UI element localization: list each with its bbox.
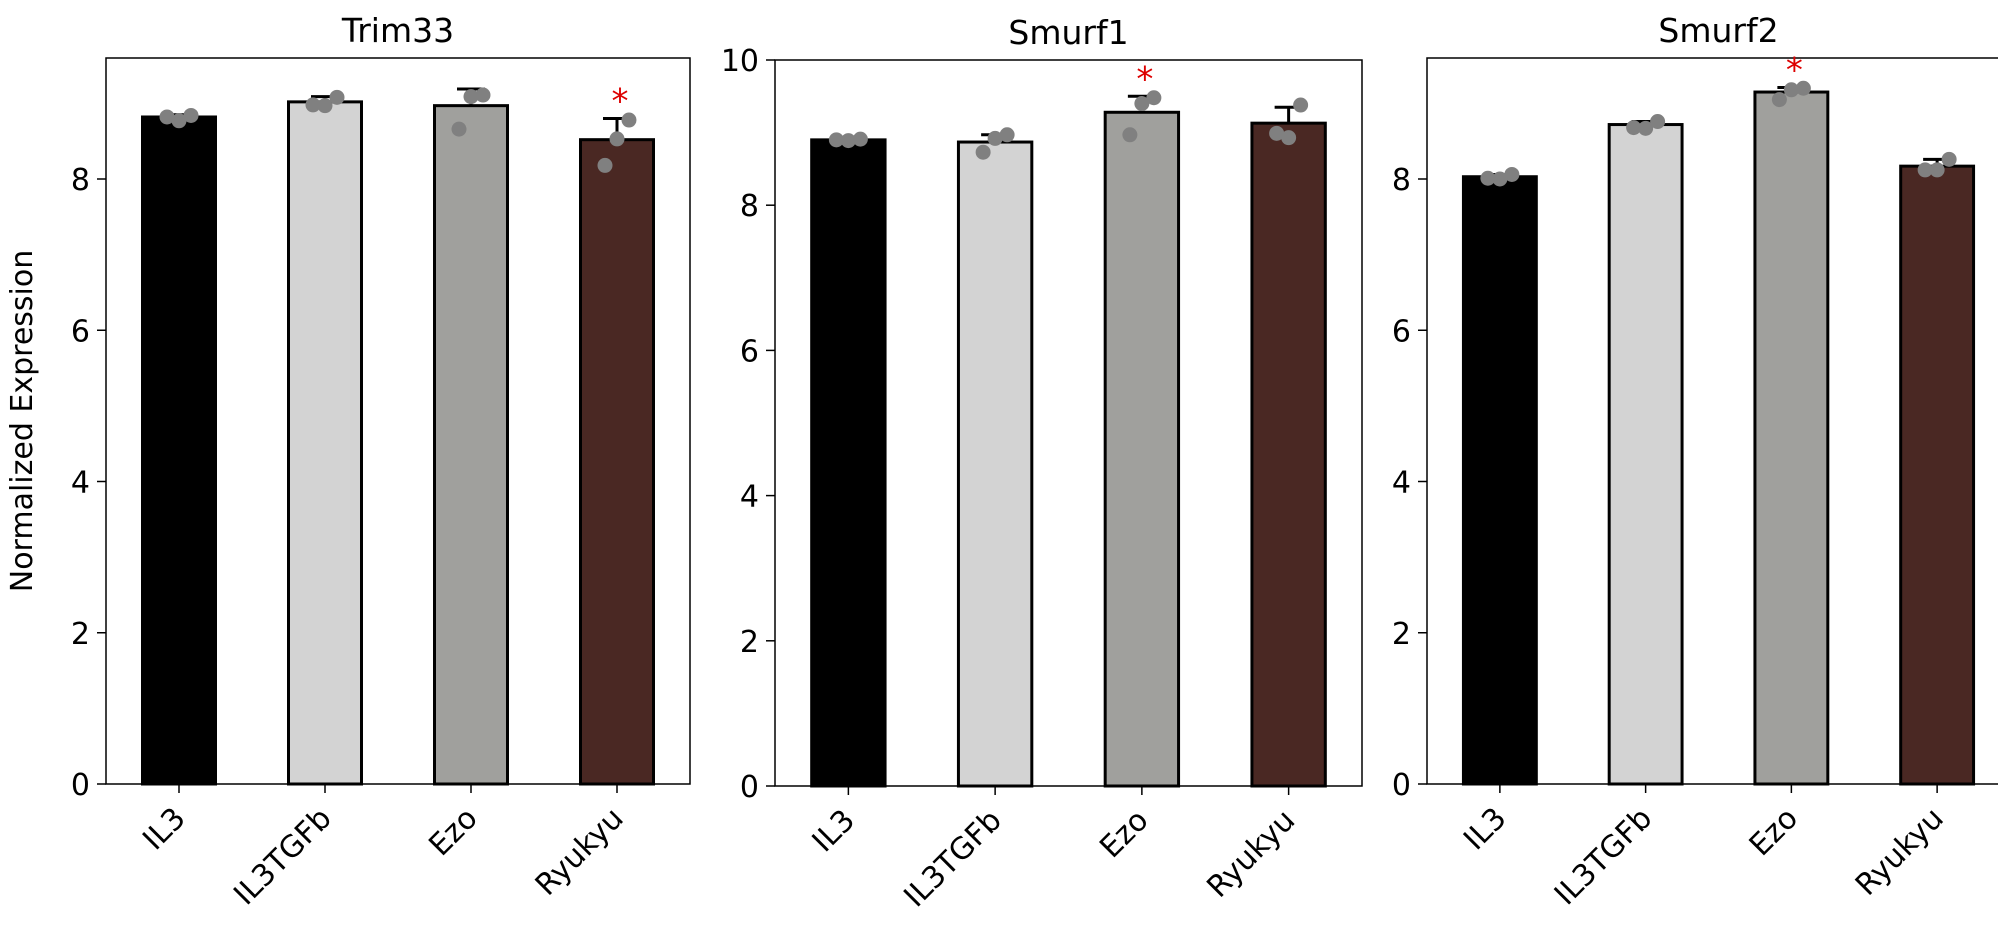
data-point: [1504, 166, 1520, 182]
data-point: [1480, 170, 1496, 186]
bar-il3tgfb: [956, 140, 1034, 788]
x-tick-label: Ryukyu: [1200, 803, 1302, 905]
data-point: [1941, 151, 1957, 167]
y-tick-label: 8: [71, 163, 90, 198]
data-point: [609, 131, 625, 147]
data-point: [463, 89, 479, 105]
data-point: [828, 132, 844, 148]
y-tick-label: 0: [71, 768, 90, 803]
x-tick-label: IL3: [136, 801, 192, 857]
data-point: [171, 113, 187, 129]
x-tick-label: Ezo: [422, 801, 484, 863]
y-tick-label: 0: [1392, 768, 1411, 803]
data-point: [183, 107, 199, 123]
chart-title: Trim33: [341, 11, 454, 50]
bar-ezo: [433, 104, 509, 786]
bar-ryukyu: [1250, 121, 1327, 788]
y-axis-label: Normalized Expression: [5, 250, 40, 593]
bar-ezo: [1753, 90, 1830, 786]
data-point: [1783, 82, 1799, 98]
data-point: [1146, 90, 1162, 106]
data-point: [1293, 97, 1309, 113]
x-tick-label: IL3TGFb: [227, 801, 338, 912]
data-point: [475, 87, 491, 103]
data-point: [305, 97, 321, 113]
plot-frame: [1426, 57, 1998, 785]
data-point: [1122, 127, 1138, 143]
significance-marker: *: [1136, 59, 1153, 99]
data-point: [1638, 120, 1654, 136]
chart-title: Smurf2: [1658, 11, 1778, 50]
y-tick-label: 0: [740, 770, 759, 805]
data-point: [1269, 125, 1285, 141]
data-point: [317, 98, 333, 114]
y-tick-label: 6: [1392, 314, 1411, 349]
y-tick-label: 4: [1392, 466, 1411, 501]
bar-ryukyu: [1899, 164, 1976, 786]
bar-ryukyu: [579, 138, 655, 786]
data-point: [1929, 162, 1945, 178]
data-point: [999, 127, 1015, 143]
x-tick-label: IL3TGFb: [1548, 801, 1659, 912]
data-point: [621, 112, 637, 128]
significance-marker: *: [612, 82, 629, 122]
data-point: [852, 131, 868, 147]
x-tick-label: Ryukyu: [529, 801, 631, 903]
bar-il3tgfb: [287, 100, 363, 786]
data-point: [987, 130, 1003, 146]
data-point: [1917, 162, 1933, 178]
data-point: [1134, 96, 1150, 112]
y-tick-label: 2: [71, 617, 90, 652]
data-point: [1281, 130, 1297, 146]
x-tick-label: Ezo: [1743, 801, 1805, 863]
data-point: [840, 133, 856, 149]
data-point: [1650, 114, 1666, 130]
panel-smurf1: Smurf1 0 2 4 6 8 10 IL3 IL3TGFb * Ezo Ryukyu: [721, 13, 1363, 914]
bar-il3tgfb: [1607, 123, 1684, 786]
x-tick-label: IL3: [1457, 801, 1513, 857]
data-point: [597, 157, 613, 173]
data-point: [159, 109, 175, 125]
panel-trim33: Trim33 0 2 4 6 8 IL3 IL3TGFb Ezo * Ryukyu Normalize…: [5, 11, 691, 912]
data-point: [975, 144, 991, 160]
y-tick-label: 4: [740, 480, 759, 515]
panel-smurf2: Smurf2 0 2 4 6 8 IL3 IL3TGFb * Ezo Ryukyu: [1392, 11, 1998, 912]
significance-marker: *: [1786, 50, 1803, 90]
bar-il3: [141, 115, 217, 786]
data-point: [451, 121, 467, 137]
bar-il3: [810, 138, 887, 788]
chart-title: Smurf1: [1008, 13, 1128, 52]
y-tick-label: 6: [740, 334, 759, 369]
plot-frame: [774, 59, 1363, 787]
data-point: [1771, 92, 1787, 108]
bar-il3: [1461, 175, 1538, 786]
data-point: [329, 89, 345, 105]
y-tick-label: 4: [71, 466, 90, 501]
plot-frame: [105, 57, 691, 785]
y-tick-label: 8: [1392, 163, 1411, 198]
x-tick-label: IL3: [806, 803, 862, 859]
x-tick-label: Ryukyu: [1849, 801, 1951, 903]
data-point: [1795, 80, 1811, 96]
y-tick-label: 6: [71, 314, 90, 349]
x-tick-label: IL3TGFb: [897, 803, 1008, 914]
data-point: [1626, 120, 1642, 136]
y-tick-label: 8: [740, 189, 759, 224]
data-point: [1492, 171, 1508, 187]
bar-ezo: [1103, 110, 1181, 788]
y-tick-label: 10: [721, 44, 759, 79]
x-tick-label: Ezo: [1093, 803, 1155, 865]
y-tick-label: 2: [740, 625, 759, 660]
y-tick-label: 2: [1392, 617, 1411, 652]
